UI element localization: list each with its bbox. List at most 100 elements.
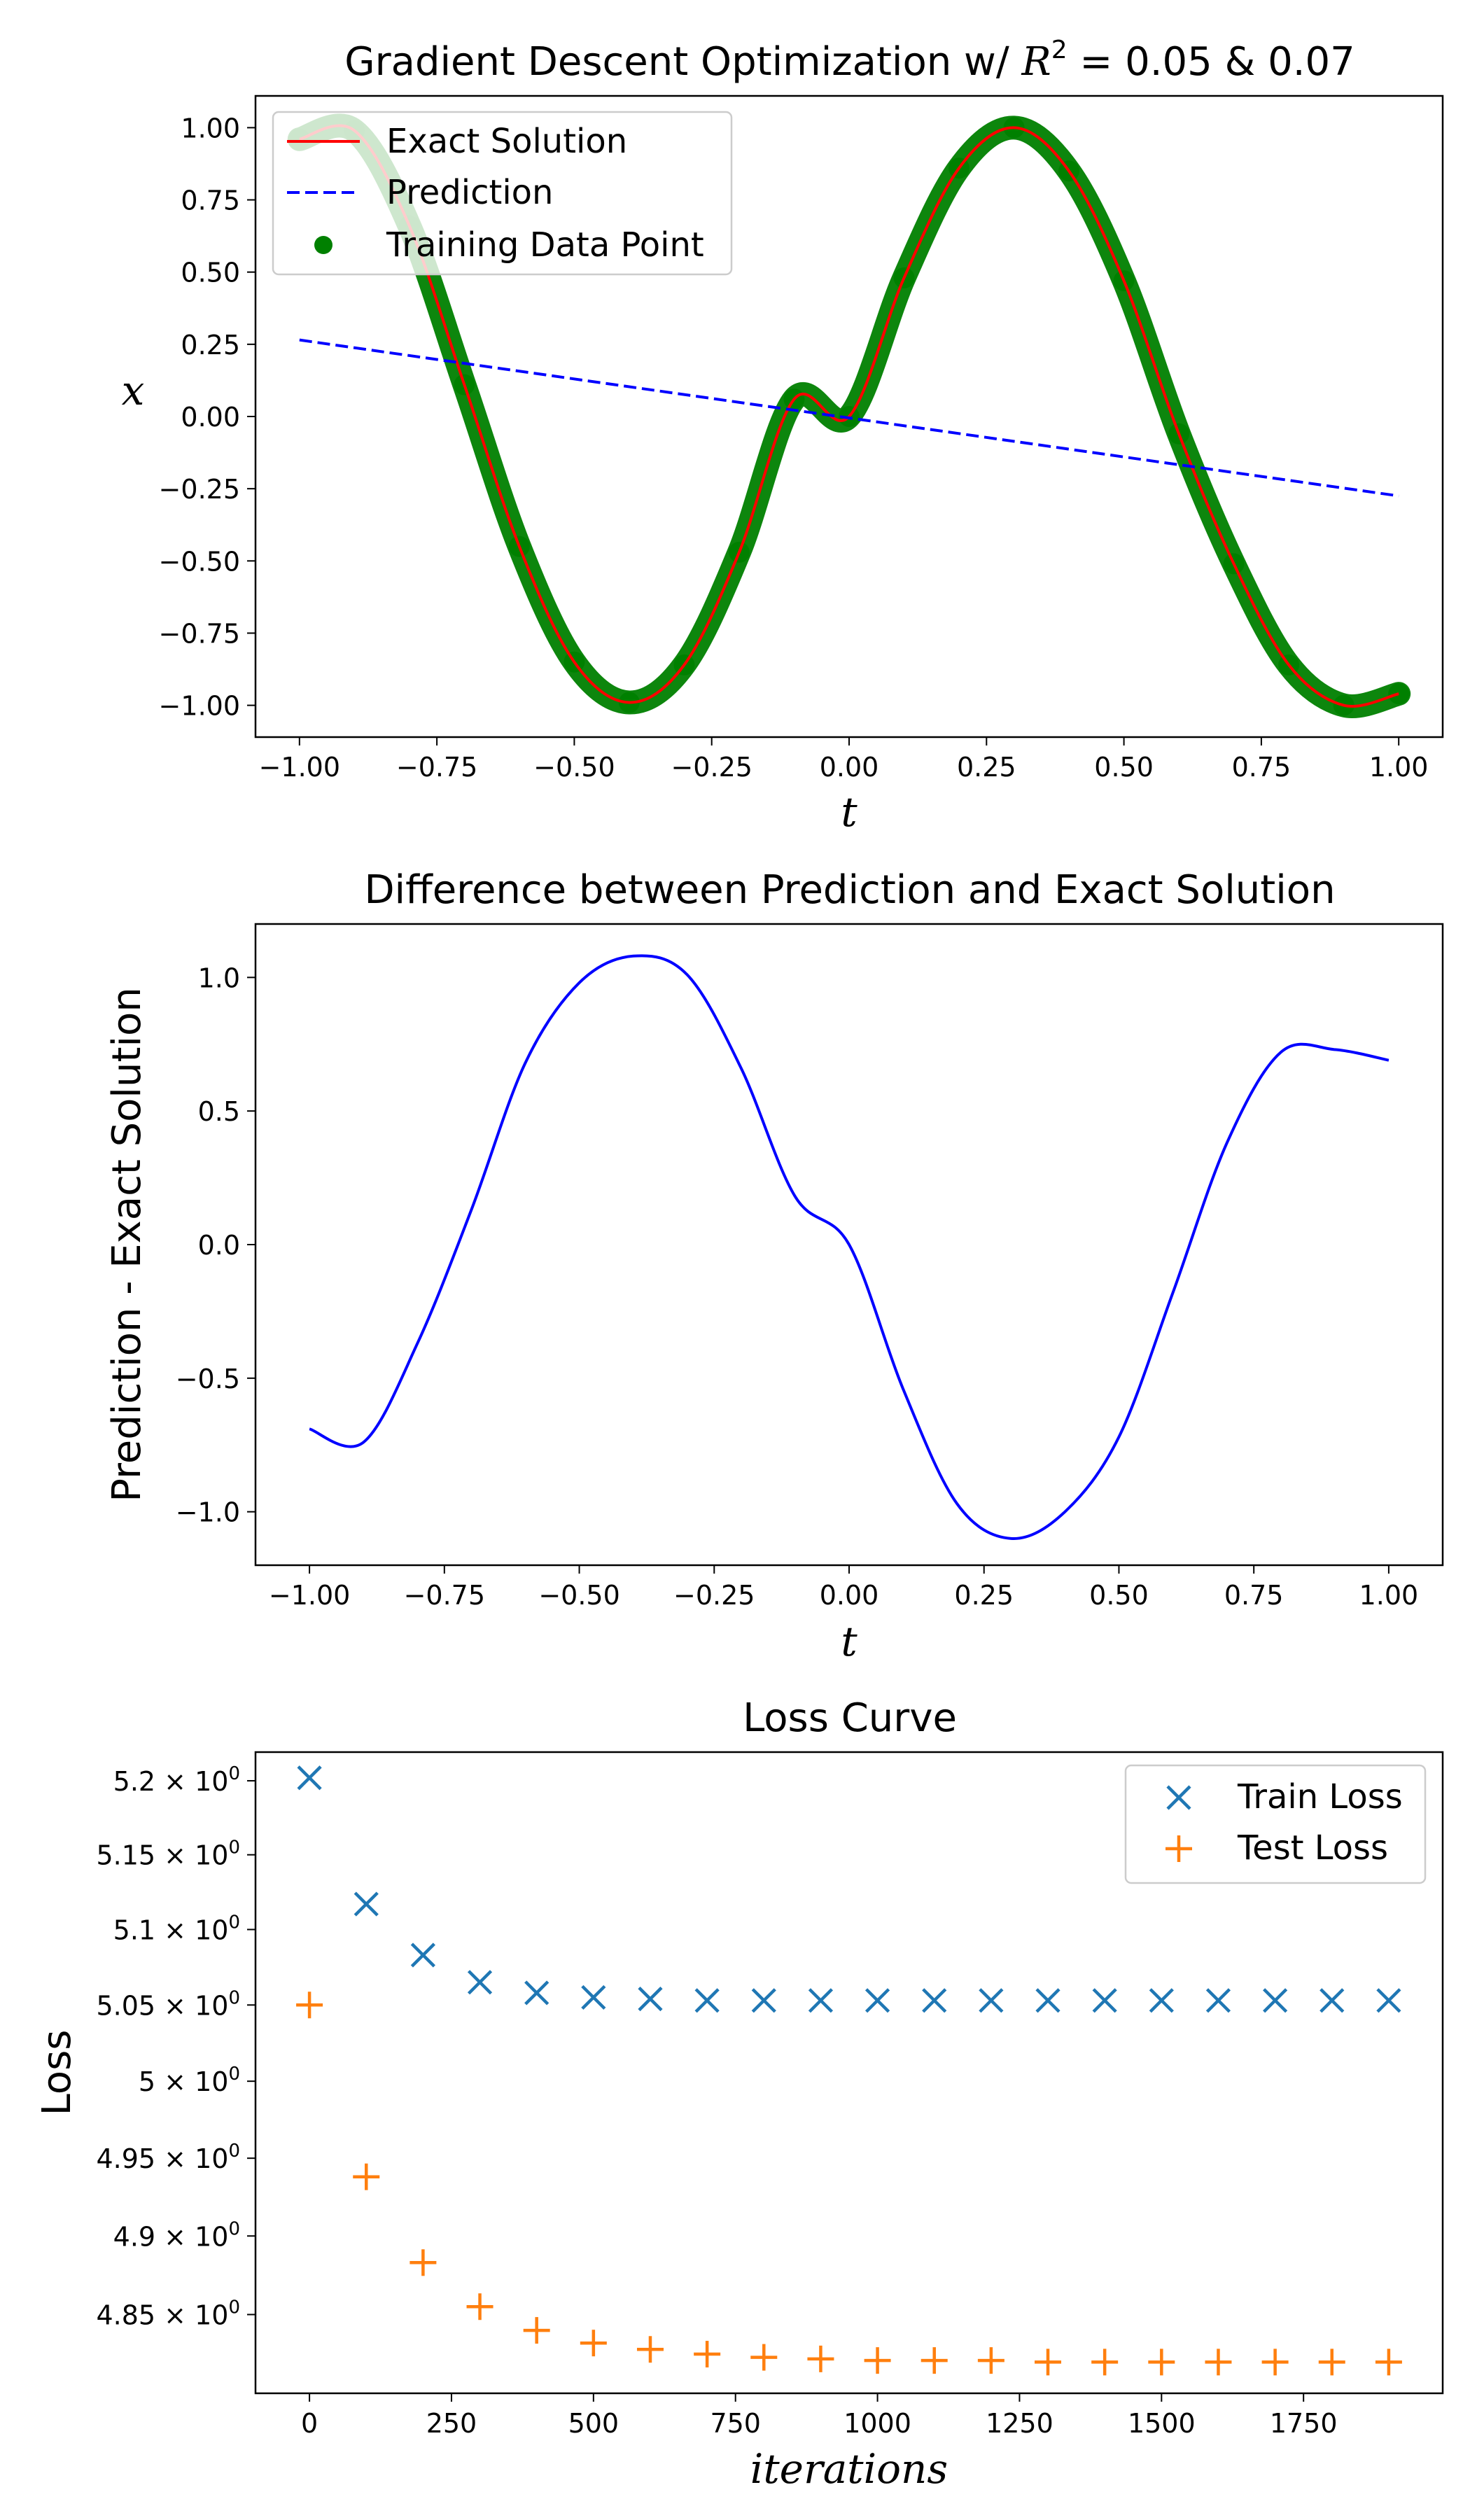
- train-loss-point-stroke: [808, 1988, 834, 2013]
- train-loss-point-stroke: [524, 1980, 550, 2005]
- legend-train-marker-glyph: [1166, 1785, 1191, 1810]
- train-loss-point: [1149, 1988, 1174, 2013]
- train-loss-point: [1092, 1988, 1117, 2013]
- train-loss-point-stroke: [1092, 1988, 1117, 2013]
- train-loss-point-stroke: [694, 1988, 720, 2013]
- difference-plot-xtick-label: 0.75: [1224, 1580, 1284, 1611]
- legend-swatch-test-loss: [1166, 1835, 1192, 1862]
- train-loss-point: [1320, 1988, 1345, 2013]
- train-loss-point: [979, 1988, 1004, 2013]
- loss-plot-ytick-label: 4.85 × 100: [96, 2297, 240, 2331]
- test-loss-point: [296, 1991, 323, 2019]
- train-loss-point-stroke: [751, 1988, 776, 2013]
- train-loss-point: [581, 1984, 606, 2010]
- solution-plot-ticks: −1.00 −0.75 −0.50 −0.25 0.00 0.25 0.50 0.75 1.00…: [159, 113, 1429, 783]
- difference-plot-xtick-label: −0.75: [404, 1580, 485, 1611]
- test-loss-point: [1091, 2348, 1119, 2376]
- loss-plot-ytick-label: 5.1 × 100: [113, 1912, 240, 1945]
- difference-plot-ticks: −1.00 −0.75 −0.50 −0.25 0.00 0.25 0.50 0.75 1.00…: [176, 962, 1418, 1611]
- train-loss-point-stroke: [467, 1970, 493, 1995]
- loss-plot-legend-box: [1124, 1764, 1427, 1884]
- legend-test-marker-glyph: [1166, 1835, 1192, 1862]
- loss-plot-xtick-label: 250: [426, 2408, 477, 2439]
- loss-plot: Loss Curve 0 250 500 750 1000 1250 1500 1750 4.8…: [34, 1695, 1444, 2493]
- loss-plot-ytick-label: 5 × 100: [139, 2064, 240, 2097]
- test-loss-point: [523, 2317, 550, 2344]
- legend-label-prediction: Prediction: [386, 173, 553, 212]
- solution-plot-series: [287, 113, 1411, 718]
- solution-plot-frame: [254, 94, 1444, 738]
- loss-plot-xtick-label: 1250: [986, 2408, 1054, 2439]
- difference-plot-xtick-label: 0.25: [954, 1580, 1014, 1611]
- train-loss-point-stroke: [1149, 1988, 1174, 2013]
- train-loss-point: [1376, 1988, 1401, 2013]
- difference-plot-title: Difference between Prediction and Exact …: [364, 867, 1335, 913]
- train-loss-point-stroke: [1376, 1988, 1401, 2013]
- train-loss-point: [751, 1988, 776, 2013]
- legend-swatch-train-loss: [1166, 1785, 1191, 1810]
- solution-plot-xtick-label: −1.00: [259, 752, 340, 783]
- test-loss-point: [1261, 2348, 1289, 2376]
- difference-plot-ylabel: Prediction - Exact Solution: [104, 987, 150, 1502]
- train-loss-point: [922, 1988, 947, 2013]
- solution-plot-ytick-label: 0.75: [181, 186, 240, 216]
- test-loss-point: [353, 2163, 380, 2190]
- loss-plot-ylabel: Loss: [34, 2030, 80, 2116]
- train-loss-point: [1205, 1988, 1231, 2013]
- train-loss-point-stroke: [1263, 1988, 1288, 2013]
- train-loss-point: [864, 1988, 890, 2013]
- legend-label-exact: Exact Solution: [386, 122, 627, 161]
- test-loss-point: [580, 2330, 607, 2357]
- difference-plot-frame: [254, 923, 1444, 1567]
- loss-plot-ytick-label: 4.9 × 100: [113, 2218, 240, 2252]
- loss-plot-ytick-label: 5.15 × 100: [96, 1837, 240, 1871]
- difference-plot: Difference between Prediction and Exact …: [104, 867, 1444, 1665]
- solution-plot-xtick-label: 1.00: [1369, 752, 1429, 783]
- loss-plot-title: Loss Curve: [743, 1695, 957, 1741]
- legend-label-test-loss: Test Loss: [1237, 1828, 1388, 1868]
- legend-label-training: Training Data Point: [386, 225, 704, 265]
- solution-plot-xtick-label: −0.75: [396, 752, 477, 783]
- train-loss-point: [354, 1891, 379, 1917]
- loss-plot-xtick-label: 1750: [1270, 2408, 1338, 2439]
- test-loss-point: [1318, 2348, 1345, 2376]
- difference-plot-ytick-label: 1.0: [198, 962, 240, 993]
- difference-plot-ytick-label: 0.0: [198, 1230, 240, 1261]
- loss-plot-xtick-label: 1000: [844, 2408, 911, 2439]
- test-loss-point: [1035, 2348, 1062, 2376]
- test-loss-point: [636, 2336, 664, 2363]
- loss-plot-frame: [254, 1751, 1444, 2395]
- loss-plot-ytick-label: 5.2 × 100: [113, 1763, 240, 1797]
- solution-plot-xtick-label: 0.75: [1232, 752, 1292, 783]
- solution-plot-legend-box: [272, 111, 733, 276]
- train-loss-point: [410, 1942, 435, 1968]
- test-loss-point: [977, 2347, 1004, 2374]
- train-loss-point-stroke: [297, 1765, 322, 1791]
- difference-plot-xlabel: t: [841, 1618, 858, 1665]
- train-loss-point-stroke: [922, 1988, 947, 2013]
- train-loss-point: [1263, 1988, 1288, 2013]
- train-loss-point: [524, 1980, 550, 2005]
- prediction-line: [299, 338, 1399, 498]
- test-loss-point: [410, 2249, 437, 2276]
- difference-plot-xtick-label: 0.50: [1089, 1580, 1149, 1611]
- solution-plot-xtick-label: −0.25: [671, 752, 752, 783]
- difference-plot-ytick-label: 0.5: [198, 1096, 240, 1127]
- test-loss-point: [1148, 2348, 1175, 2376]
- test-loss-point: [807, 2345, 834, 2372]
- legend-train-marker-glyph-stroke: [1166, 1785, 1191, 1810]
- difference-plot-xtick-label: 0.00: [820, 1580, 879, 1611]
- train-loss-point-stroke: [979, 1988, 1004, 2013]
- train-loss-point-stroke: [1205, 1988, 1231, 2013]
- solution-plot-title: Gradient Descent Optimization w/ R2 = 0.…: [344, 36, 1355, 85]
- solution-plot-ytick-label: 0.00: [181, 402, 240, 433]
- train-loss-point-stroke: [354, 1891, 379, 1917]
- loss-plot-xtick-label: 750: [710, 2408, 761, 2439]
- train-loss-point: [467, 1970, 493, 1995]
- solution-plot-ytick-label: 0.50: [181, 258, 240, 288]
- train-loss-point-stroke: [581, 1984, 606, 2010]
- loss-plot-xtick-label: 0: [301, 2408, 318, 2439]
- legend-label-train-loss: Train Loss: [1237, 1777, 1403, 1816]
- test-loss-point: [750, 2344, 778, 2371]
